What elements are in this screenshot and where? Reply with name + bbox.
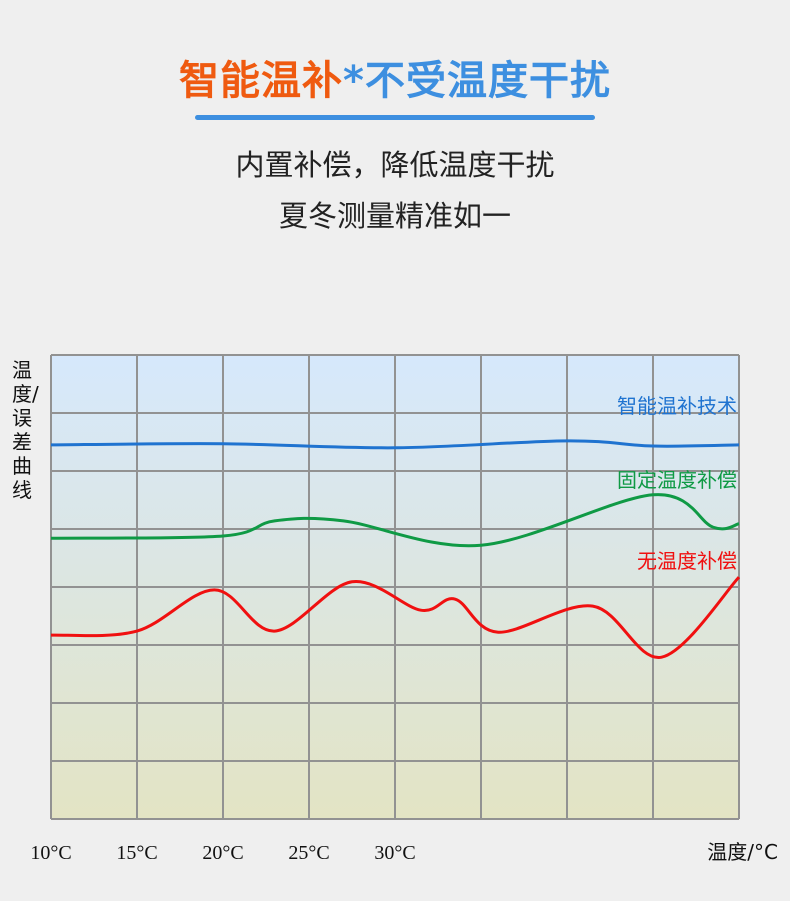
x-tick-label: 10°C (30, 842, 71, 864)
series-line-1 (50, 493, 740, 548)
headline: 智能温补*不受温度干扰 (0, 48, 790, 106)
subtitle-line-2: 夏冬测量精准如一 (278, 199, 511, 233)
title-underline (195, 115, 595, 120)
series-label-0: 智能温补技术 (617, 394, 737, 418)
headline-star: * (343, 58, 365, 104)
x-tick-label: 30°C (374, 842, 415, 864)
series-label-1: 固定温度补偿 (617, 468, 737, 492)
subtitle-line-1: 内置补偿，降低温度干扰 (235, 148, 555, 182)
x-tick-label: 25°C (288, 842, 329, 864)
x-tick-label: 15°C (116, 842, 157, 864)
x-axis-label: 温度/°C (707, 840, 778, 864)
series-line-0 (50, 439, 740, 450)
series-label-2: 无温度补偿 (637, 549, 737, 573)
headline-blue: 不受温度干扰 (364, 58, 611, 104)
y-axis-label: 温度/误差曲线 (12, 358, 39, 502)
x-tick-label: 20°C (202, 842, 243, 864)
headline-orange: 智能温补 (179, 58, 344, 104)
series-line-2 (50, 576, 741, 659)
